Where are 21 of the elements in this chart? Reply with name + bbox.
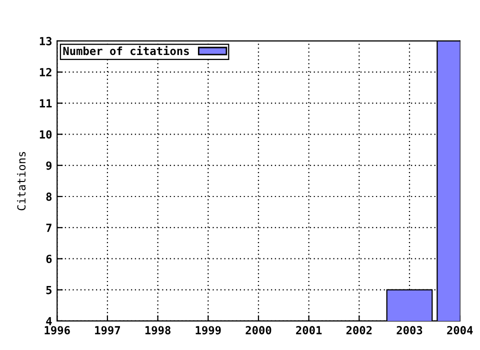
legend-label: Number of citations <box>63 46 189 56</box>
x-tick-label: 1996 <box>44 326 70 334</box>
y-tick-label: 11 <box>40 99 52 108</box>
y-tick-label: 12 <box>40 68 52 76</box>
y-tick-label: 13 <box>40 36 52 46</box>
x-tick-label: 2004 <box>447 326 473 334</box>
x-tick-label: 1999 <box>196 326 221 334</box>
y-tick-label: 9 <box>46 161 52 170</box>
x-tick-label: 2001 <box>296 326 322 334</box>
y-tick-label: 5 <box>46 286 52 294</box>
x-tick-label: 2002 <box>346 326 372 334</box>
y-tick-label: 6 <box>46 254 52 264</box>
x-tick-label: 1997 <box>95 326 120 334</box>
x-tick-label: 2003 <box>396 326 422 334</box>
y-tick-label: 7 <box>46 224 52 232</box>
x-tick-label: 2000 <box>246 326 272 334</box>
y-tick-label: 4 <box>46 317 52 326</box>
y-tick-label: 10 <box>40 130 52 139</box>
y-tick-label: 8 <box>46 192 52 201</box>
y-axis-title: Citations <box>17 152 26 210</box>
x-tick-label: 1998 <box>145 326 170 334</box>
